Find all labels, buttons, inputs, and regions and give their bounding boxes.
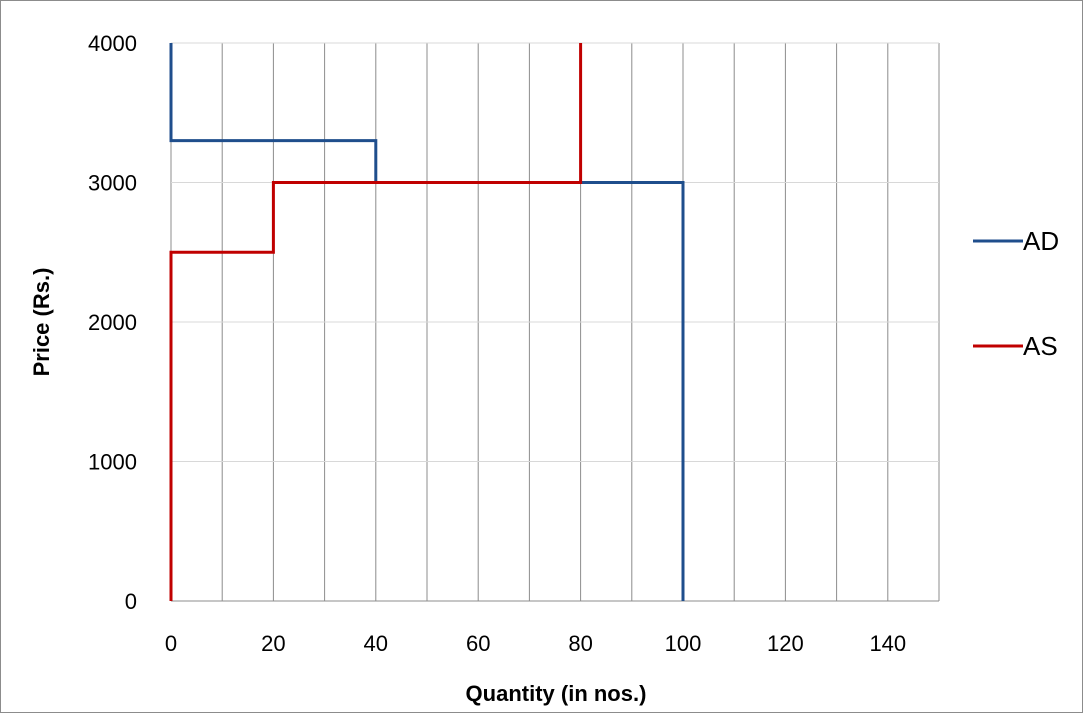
y-tick-label: 3000 — [88, 171, 137, 196]
x-tick-labels: 0 20 40 60 80 100 120 140 — [165, 631, 906, 656]
x-tick-label: 0 — [165, 631, 177, 656]
legend: AD AS — [973, 226, 1059, 361]
series-line-as — [169, 43, 583, 601]
y-tick-label: 1000 — [88, 450, 137, 475]
y-axis-title: Price (Rs.) — [29, 268, 54, 377]
y-tick-labels: 0 1000 2000 3000 4000 — [88, 31, 137, 614]
x-tick-label: 20 — [261, 631, 285, 656]
x-tick-label: 140 — [869, 631, 906, 656]
x-tick-label: 100 — [665, 631, 702, 656]
x-tick-label: 80 — [568, 631, 592, 656]
x-tick-label: 40 — [364, 631, 388, 656]
y-tick-label: 2000 — [88, 310, 137, 335]
legend-label-as: AS — [1023, 331, 1058, 361]
series-line-ad — [169, 43, 685, 601]
horizontal-gridlines — [171, 42, 939, 602]
x-axis-title: Quantity (in nos.) — [466, 681, 647, 706]
y-tick-label: 4000 — [88, 31, 137, 56]
series-lines — [169, 43, 685, 601]
legend-label-ad: AD — [1023, 226, 1059, 256]
y-tick-label: 0 — [125, 589, 137, 614]
x-tick-label: 60 — [466, 631, 490, 656]
x-tick-label: 120 — [767, 631, 804, 656]
